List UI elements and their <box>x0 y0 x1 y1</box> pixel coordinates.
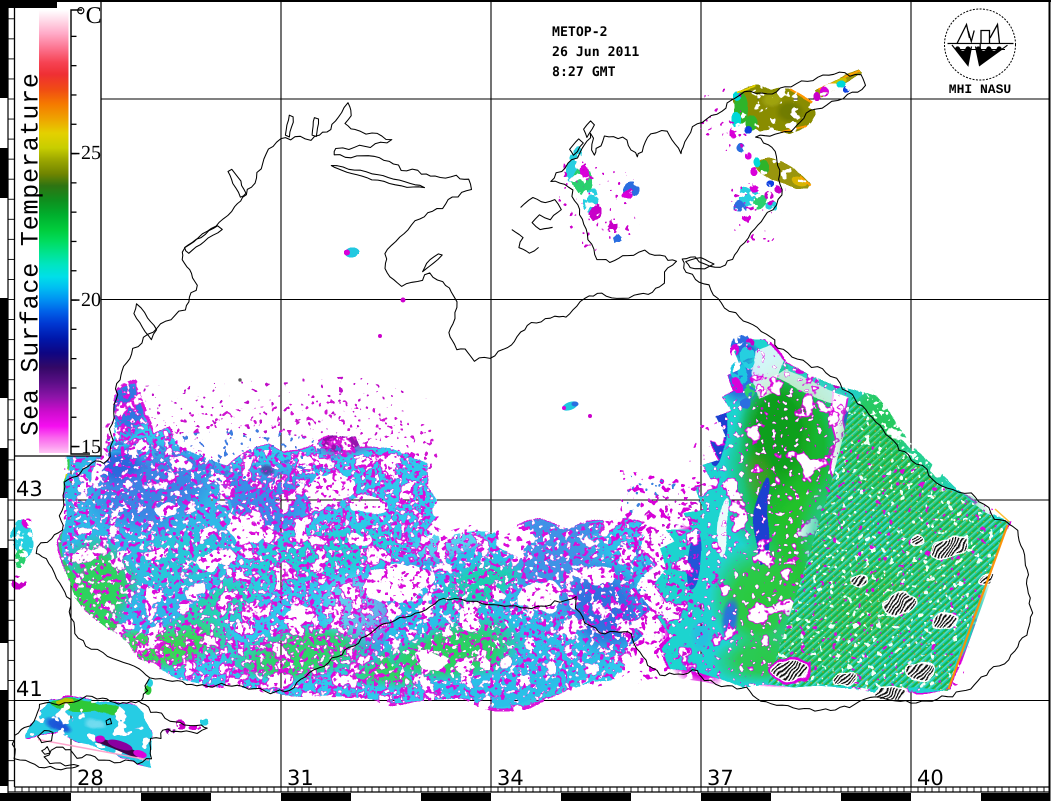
colorbar-title: Sea Surface Temperature <box>17 72 46 435</box>
colorbar-tick-25: 25 <box>81 142 101 164</box>
east-top-arm <box>731 334 756 410</box>
azov-taganrog-pocket <box>813 80 850 101</box>
coast-black-sea-azov <box>35 71 1034 712</box>
lon-label-37: 37 <box>707 766 734 790</box>
coast-taman-bay <box>685 257 715 270</box>
east-dust-west <box>642 482 700 638</box>
coast-tendra-spit <box>330 164 426 189</box>
coast-bosphorus <box>140 678 150 701</box>
west-dust-in <box>62 392 652 700</box>
west-dust-top2 <box>140 376 430 440</box>
burgas-patch <box>12 518 32 590</box>
coast-marmara <box>11 695 208 771</box>
speck-tendra <box>344 247 359 257</box>
coast-dniester-liman <box>227 168 247 198</box>
azov-dust <box>700 86 748 158</box>
coastlines <box>11 71 1034 771</box>
lon-label-40: 40 <box>917 766 944 790</box>
logo-emblem <box>947 22 1014 67</box>
annotation-time: 8:27 GMT <box>552 65 616 80</box>
colorbar <box>14 0 102 457</box>
karkinit-dust <box>558 155 640 255</box>
mhi-nasu-logo: MHI NASU <box>944 8 1016 97</box>
coast-donuzlav <box>422 253 443 273</box>
coast-molochny-liman <box>583 120 595 138</box>
coast-sivash-1 <box>520 196 562 231</box>
azov-south-arm <box>749 157 812 194</box>
map-texts: °C 25 20 15 Sea Surface Temperature METO… <box>16 3 944 790</box>
coast-sasyk-lagoons <box>184 225 223 254</box>
colorbar-tick-15: 15 <box>81 436 101 458</box>
speck-center <box>562 401 579 411</box>
coast-berezan-liman <box>311 117 320 138</box>
sst-data-layers <box>12 70 1011 766</box>
lon-label-34: 34 <box>497 766 524 790</box>
logo-text: MHI NASU <box>949 82 1011 97</box>
lat-label-43: 43 <box>16 477 43 501</box>
kerch-dust <box>728 182 786 246</box>
east-hatch-holes <box>769 533 998 703</box>
azov-main <box>733 85 815 134</box>
coast-pasalimani-island <box>41 746 51 755</box>
coast-sivash-2 <box>511 229 539 254</box>
lon-label-31: 31 <box>287 766 314 790</box>
coast-utlyuk-liman <box>569 138 584 156</box>
coast-marmara-island <box>37 729 54 744</box>
logo-circle <box>944 8 1016 81</box>
annotation-satellite: METOP-2 <box>552 25 608 40</box>
annotation-date: 26 Jun 2011 <box>552 45 639 60</box>
coast-imrali-island <box>105 717 113 726</box>
colorbar-tick-20: 20 <box>81 289 101 311</box>
marmara-purple <box>95 735 147 758</box>
colorbar-unit: °C <box>76 3 102 29</box>
coast-tylihul-liman <box>284 114 294 138</box>
lat-label-41: 41 <box>16 677 43 701</box>
lon-label-28: 28 <box>77 766 104 790</box>
coast-razelm-lagoon <box>133 303 158 341</box>
